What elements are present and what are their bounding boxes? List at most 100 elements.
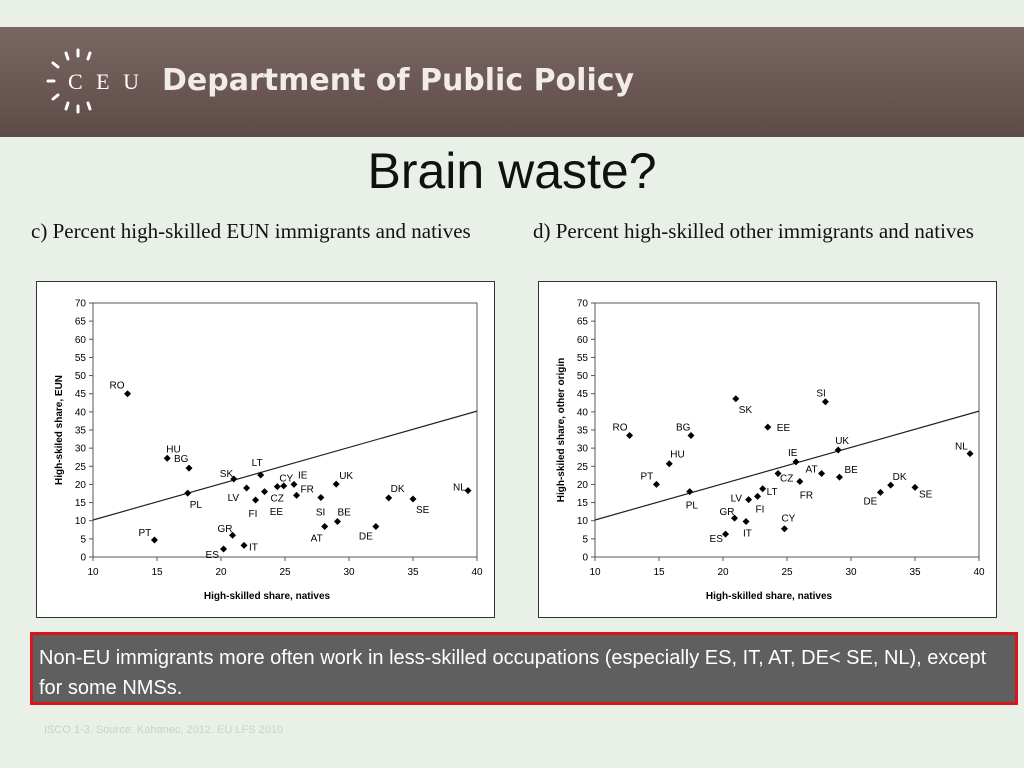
data-point-ro bbox=[124, 390, 132, 398]
data-label-ie: IE bbox=[788, 448, 798, 459]
y-tick-label: 15 bbox=[577, 498, 589, 509]
data-point-fi bbox=[754, 492, 762, 500]
data-label-lv: LV bbox=[731, 494, 743, 505]
data-point-dk bbox=[385, 494, 393, 502]
data-label-at: AT bbox=[311, 534, 323, 545]
slide-title: Brain waste? bbox=[367, 143, 657, 199]
data-point-cz bbox=[261, 488, 269, 496]
data-point-cy bbox=[273, 483, 281, 491]
data-point-de bbox=[372, 523, 380, 531]
x-tick-label: 25 bbox=[279, 567, 291, 578]
data-point-fr bbox=[796, 478, 804, 486]
source-note: ISCO 1-3. Source: Kahanec, 2012. EU LFS … bbox=[44, 724, 284, 736]
y-tick-label: 30 bbox=[75, 444, 87, 455]
data-point-hu bbox=[163, 454, 171, 462]
data-point-cz bbox=[774, 470, 782, 478]
y-tick-label: 45 bbox=[577, 389, 589, 400]
x-tick-label: 20 bbox=[215, 567, 227, 578]
y-tick-label: 35 bbox=[577, 426, 589, 437]
data-label-de: DE bbox=[863, 496, 877, 507]
data-label-ee: EE bbox=[777, 423, 791, 434]
y-tick-label: 40 bbox=[75, 407, 87, 418]
data-label-hu: HU bbox=[670, 450, 684, 461]
data-point-pl bbox=[184, 489, 192, 497]
chart-c-frame: 0 5 10 15 20 25 30 35 40 45 50 55 60 65 70 10 15 20 25 30 35… bbox=[36, 281, 495, 618]
data-point-be bbox=[835, 473, 843, 481]
department-name: Department of Public Policy bbox=[162, 63, 635, 98]
y-tick-label: 50 bbox=[75, 371, 87, 382]
data-point-sk bbox=[732, 395, 740, 403]
data-label-it: IT bbox=[249, 542, 258, 553]
data-label-ie: IE bbox=[298, 470, 308, 481]
data-point-lv bbox=[243, 484, 251, 492]
y-tick-label: 60 bbox=[577, 335, 589, 346]
data-label-pt: PT bbox=[138, 528, 151, 539]
data-label-fr: FR bbox=[800, 491, 813, 502]
y-tick-label: 10 bbox=[577, 516, 589, 527]
chart-d-caption: d) Percent high-skilled other immigrants… bbox=[533, 219, 974, 243]
x-tick-label: 15 bbox=[151, 567, 163, 578]
y-tick-label: 60 bbox=[75, 335, 87, 346]
chart-d-frame: 0 5 10 15 20 25 30 35 40 45 50 55 60 65 70 10 15 20 25 30 35… bbox=[538, 281, 997, 618]
data-label-dk: DK bbox=[893, 472, 907, 483]
data-label-lt: LT bbox=[252, 458, 263, 469]
data-point-pl bbox=[686, 488, 694, 496]
chart-c-plot: 0 5 10 15 20 25 30 35 40 45 50 55 60 65 70 10 15 20 25 30 35… bbox=[54, 299, 483, 603]
data-point-nl bbox=[464, 487, 472, 495]
y-tick-label: 55 bbox=[577, 353, 589, 364]
data-label-se: SE bbox=[919, 489, 933, 500]
data-point-de bbox=[876, 488, 884, 496]
data-label-sk: SK bbox=[739, 405, 753, 416]
data-point-es bbox=[220, 545, 228, 553]
data-label-ee: EE bbox=[270, 507, 284, 518]
data-point-gr bbox=[229, 531, 237, 539]
y-tick-label: 30 bbox=[577, 444, 589, 455]
y-tick-label: 65 bbox=[577, 317, 589, 328]
chart-c-caption: c) Percent high-skilled EUN immigrants a… bbox=[31, 219, 471, 243]
data-point-gr bbox=[731, 514, 739, 522]
y-tick-label: 20 bbox=[577, 480, 589, 491]
y-tick-label: 15 bbox=[75, 498, 87, 509]
data-point-bg bbox=[185, 464, 193, 472]
x-tick-label: 30 bbox=[845, 567, 857, 578]
data-point-ie bbox=[290, 480, 298, 488]
data-point-ie bbox=[792, 458, 800, 466]
data-label-ro: RO bbox=[613, 422, 628, 433]
y-tick-label: 70 bbox=[75, 299, 87, 310]
data-label-bg: BG bbox=[676, 422, 691, 433]
data-point-it bbox=[240, 541, 248, 549]
y-tick-label: 0 bbox=[582, 553, 588, 564]
data-label-es: ES bbox=[206, 550, 220, 561]
y-tick-label: 0 bbox=[80, 553, 86, 564]
data-label-lt: LT bbox=[767, 487, 778, 498]
data-point-lt bbox=[759, 485, 767, 493]
header-banner: C E U Department of Public Policy bbox=[0, 27, 1024, 137]
data-label-se: SE bbox=[416, 505, 430, 516]
y-tick-label: 65 bbox=[75, 317, 87, 328]
data-label-sk: SK bbox=[220, 469, 234, 480]
x-axis-label: High-skilled share, natives bbox=[706, 591, 833, 602]
data-point-it bbox=[742, 517, 750, 525]
data-label-si: SI bbox=[316, 507, 325, 518]
data-label-pl: PL bbox=[686, 501, 699, 512]
data-point-se bbox=[409, 495, 417, 503]
data-point-sk bbox=[230, 475, 238, 483]
note-text: Non-EU immigrants more often work in les… bbox=[39, 647, 987, 699]
data-label-at: AT bbox=[806, 465, 818, 476]
sunburst-icon bbox=[46, 48, 92, 114]
data-label-be: BE bbox=[844, 465, 858, 476]
y-tick-label: 40 bbox=[577, 407, 589, 418]
data-label-bg: BG bbox=[174, 454, 189, 465]
x-axis-label: High-skilled share, natives bbox=[204, 591, 331, 602]
data-point-lv bbox=[745, 496, 753, 504]
y-tick-label: 35 bbox=[75, 426, 87, 437]
data-label-it: IT bbox=[743, 528, 752, 539]
data-point-dk bbox=[887, 481, 895, 489]
data-label-cz: CZ bbox=[271, 494, 284, 505]
data-point-es bbox=[722, 530, 730, 538]
x-tick-label: 40 bbox=[973, 567, 985, 578]
x-tick-label: 20 bbox=[717, 567, 729, 578]
logo-text: C E U bbox=[68, 69, 143, 94]
data-label-si: SI bbox=[816, 389, 825, 400]
x-tick-label: 15 bbox=[653, 567, 665, 578]
